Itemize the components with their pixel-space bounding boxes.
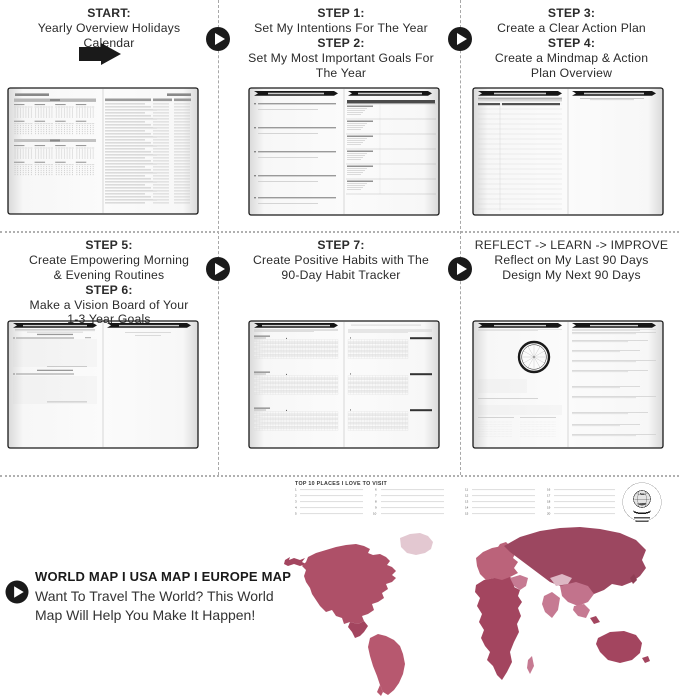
svg-text:3: 3 xyxy=(295,500,297,504)
svg-text:17: 17 xyxy=(547,494,551,498)
svg-text:1: 1 xyxy=(295,488,297,492)
svg-text:19: 19 xyxy=(547,506,551,510)
svg-text:2: 2 xyxy=(295,494,297,498)
svg-text:10: 10 xyxy=(373,512,377,516)
svg-text:4: 4 xyxy=(295,506,297,510)
svg-text:6: 6 xyxy=(375,488,377,492)
svg-text:5: 5 xyxy=(295,512,297,516)
svg-text:9: 9 xyxy=(375,506,377,510)
svg-text:8: 8 xyxy=(375,500,377,504)
svg-text:15: 15 xyxy=(465,512,469,516)
svg-text:12: 12 xyxy=(465,494,469,498)
svg-text:16: 16 xyxy=(547,488,551,492)
svg-text:11: 11 xyxy=(465,488,468,492)
svg-text:18: 18 xyxy=(547,500,551,504)
svg-text:20: 20 xyxy=(547,512,551,516)
svg-text:14: 14 xyxy=(465,506,469,510)
svg-text:7: 7 xyxy=(375,494,377,498)
svg-text:13: 13 xyxy=(465,500,469,504)
